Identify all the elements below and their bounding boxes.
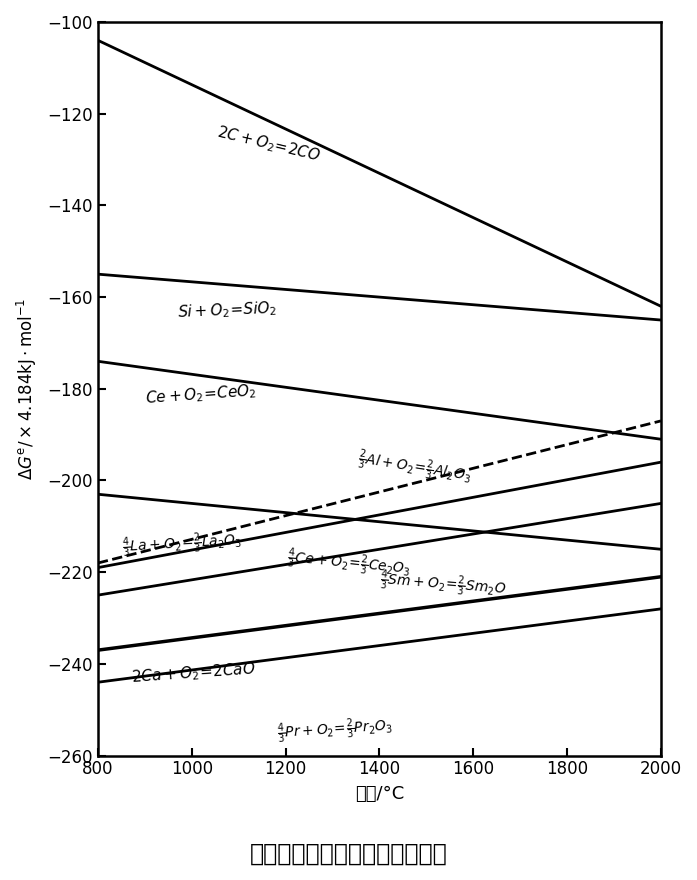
Text: $\frac{4}{3}La+O_2\!=\!\frac{2}{3}La_2O_3$: $\frac{4}{3}La+O_2\!=\!\frac{2}{3}La_2O_…	[121, 529, 243, 561]
Y-axis label: $\Delta G^{\mathrm{e}}/\times 4.184\mathrm{kJ}\cdot\mathrm{mol}^{-1}$: $\Delta G^{\mathrm{e}}/\times 4.184\math…	[15, 297, 39, 480]
Text: $\frac{4}{3}Sm+O_2\!=\!\frac{2}{3}Sm_2O$: $\frac{4}{3}Sm+O_2\!=\!\frac{2}{3}Sm_2O$	[379, 568, 507, 602]
Text: $\frac{4}{3}Ce+O_2\!=\!\frac{2}{3}Ce_2O_3$: $\frac{4}{3}Ce+O_2\!=\!\frac{2}{3}Ce_2O_…	[286, 546, 411, 583]
Text: $2C+O_2\!=\!2CO$: $2C+O_2\!=\!2CO$	[215, 123, 323, 166]
Text: $\frac{4}{3}Pr+O_2\!=\!\frac{2}{3}Pr_2O_3$: $\frac{4}{3}Pr+O_2\!=\!\frac{2}{3}Pr_2O_…	[276, 714, 394, 746]
X-axis label: 温度/°C: 温度/°C	[355, 785, 404, 803]
Text: $Ce+O_2\!=\!CeO_2$: $Ce+O_2\!=\!CeO_2$	[145, 382, 257, 408]
Text: $Si+O_2\!=\!SiO_2$: $Si+O_2\!=\!SiO_2$	[178, 299, 277, 322]
Text: $\frac{2}{3}Al+O_2\!=\!\frac{2}{3}Al_2O_3$: $\frac{2}{3}Al+O_2\!=\!\frac{2}{3}Al_2O_…	[356, 447, 473, 488]
Text: 氧化物生成自由能与温度的关系: 氧化物生成自由能与温度的关系	[250, 841, 447, 866]
Text: $2Ca+O_2\!=\!2CaO$: $2Ca+O_2\!=\!2CaO$	[131, 660, 256, 687]
